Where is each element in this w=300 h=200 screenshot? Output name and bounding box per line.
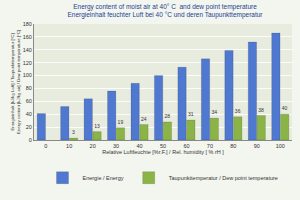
- svg-text:160: 160: [23, 34, 32, 40]
- svg-text:70: 70: [207, 143, 213, 149]
- svg-text:3: 3: [72, 129, 75, 135]
- svg-text:Taupunkttemperatur / Dew point: Taupunkttemperatur / Dew point temperatu…: [169, 175, 278, 181]
- svg-text:140: 140: [23, 47, 32, 53]
- svg-text:60: 60: [26, 98, 32, 104]
- svg-text:0: 0: [44, 143, 47, 149]
- svg-text:100: 100: [23, 72, 32, 78]
- svg-text:28: 28: [165, 113, 171, 119]
- svg-text:24: 24: [141, 116, 147, 122]
- svg-text:40: 40: [136, 143, 142, 149]
- svg-text:90: 90: [254, 143, 260, 149]
- svg-text:180: 180: [23, 21, 32, 27]
- svg-text:Energy content of moist air at: Energy content of moist air at 40° C and…: [67, 3, 263, 19]
- svg-text:13: 13: [94, 123, 100, 129]
- svg-text:38: 38: [258, 107, 264, 113]
- svg-text:36: 36: [235, 108, 241, 114]
- svg-text:31: 31: [188, 111, 194, 117]
- svg-text:Energie / Energy: Energie / Energy: [83, 175, 124, 181]
- svg-text:Relative Luftfeuchte [%r.F.] /: Relative Luftfeuchte [%r.F.] / Rel. humi…: [102, 149, 224, 155]
- svg-text:10: 10: [66, 143, 72, 149]
- svg-text:40: 40: [26, 111, 32, 117]
- svg-text:100: 100: [276, 143, 285, 149]
- svg-text:60: 60: [183, 143, 189, 149]
- svg-text:80: 80: [230, 143, 236, 149]
- svg-text:20: 20: [26, 124, 32, 130]
- svg-text:40: 40: [282, 105, 288, 111]
- svg-text:20: 20: [90, 143, 96, 149]
- svg-text:120: 120: [23, 60, 32, 66]
- svg-text:30: 30: [113, 143, 119, 149]
- svg-text:0: 0: [29, 137, 32, 143]
- svg-text:50: 50: [160, 143, 166, 149]
- svg-text:19: 19: [118, 119, 124, 125]
- svg-text:80: 80: [26, 85, 32, 91]
- svg-text:Energieinhalt [kJ/kg Luft] / T: Energieinhalt [kJ/kg Luft] / Taupunkttem…: [10, 30, 21, 134]
- svg-text:34: 34: [211, 109, 217, 115]
